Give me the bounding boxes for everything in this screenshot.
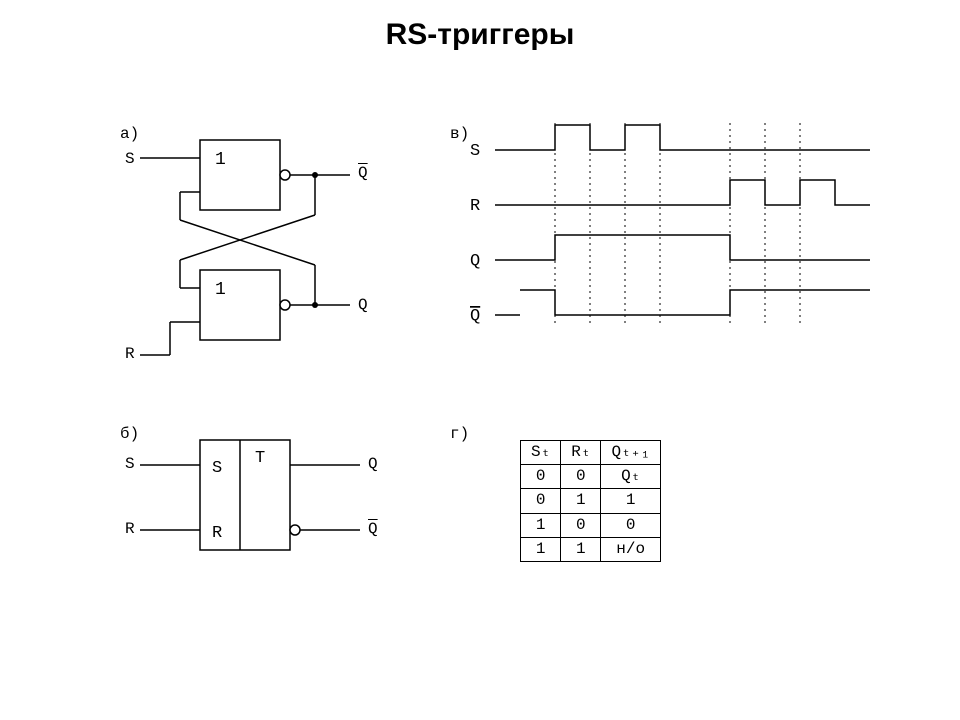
panel-b-block: S R T <box>100 420 400 580</box>
panel-a-r-label: R <box>125 345 135 363</box>
panel-d-label: г) <box>450 425 469 443</box>
timing-wave-3 <box>520 290 870 315</box>
table-row: 011 <box>521 489 661 513</box>
panel-b-inner-t: T <box>255 449 265 468</box>
truth-col-2: Qₜ₊₁ <box>601 441 660 465</box>
timing-label-3: Q <box>470 307 480 326</box>
panel-d-truth-table: SₜRₜQₜ₊₁00Qₜ01110011н/о <box>520 440 661 562</box>
timing-label-2: Q <box>470 252 480 271</box>
panel-a-qbar-label: Q <box>358 164 368 182</box>
panel-b-qbar-label: Q <box>368 520 378 538</box>
panel-b-inner-r: R <box>212 524 222 543</box>
timing-wave-1 <box>520 180 870 205</box>
panel-c-timing: S R Q Q <box>460 120 900 380</box>
panel-b-inner-s: S <box>212 459 222 478</box>
panel-a-circuit: 1 1 <box>100 120 380 380</box>
gate2-symbol: 1 <box>215 280 226 300</box>
timing-label-0: S <box>470 142 480 161</box>
timing-wave-0 <box>520 125 870 150</box>
truth-col-1: Rₜ <box>561 441 601 465</box>
panel-b-q-label: Q <box>368 455 378 473</box>
panel-b-s-label: S <box>125 455 135 473</box>
table-row: 100 <box>521 513 661 537</box>
timing-label-1: R <box>470 197 480 216</box>
page-title: RS-триггеры <box>0 18 960 52</box>
gate1-symbol: 1 <box>215 150 226 170</box>
panel-b-r-label: R <box>125 520 135 538</box>
table-row: 00Qₜ <box>521 465 661 489</box>
timing-wave-2 <box>520 235 870 260</box>
truth-col-0: Sₜ <box>521 441 561 465</box>
panel-a-q-label: Q <box>358 296 368 314</box>
panel-a-s-label: S <box>125 150 135 168</box>
table-row: 11н/о <box>521 537 661 561</box>
